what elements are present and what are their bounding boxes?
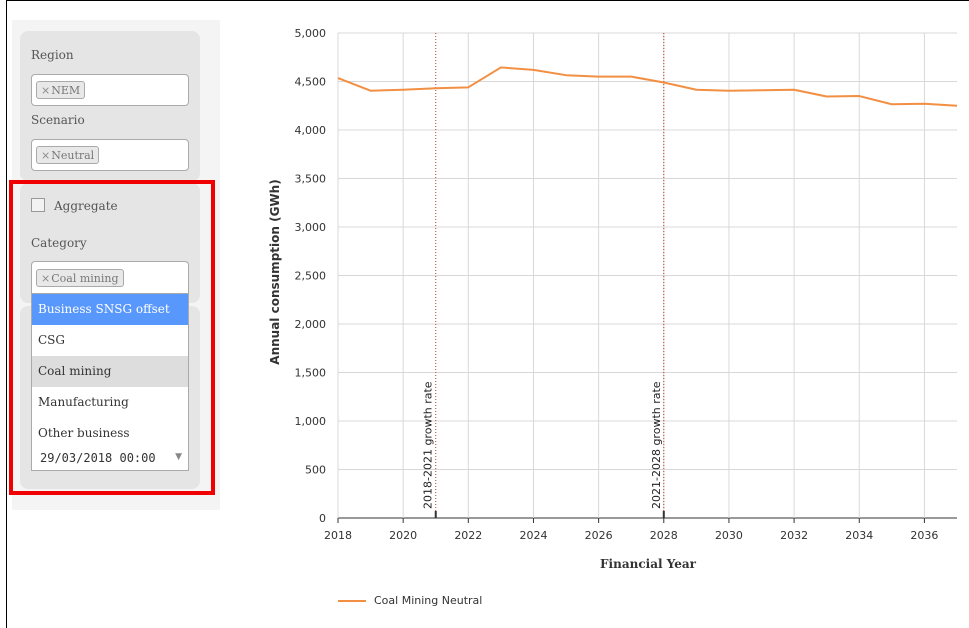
aggregate-checkbox[interactable] — [31, 198, 45, 212]
x-tick-label: 2020 — [389, 529, 417, 542]
y-tick-label: 1,000 — [295, 415, 327, 428]
category-tag[interactable]: ×Coal mining — [36, 269, 124, 287]
scenario-tag-label: Neutral — [51, 149, 95, 162]
dropdown-option-coal-mining[interactable]: Coal mining — [32, 356, 188, 387]
date-picker[interactable]: 29/03/2018 00:00 ▼ — [31, 449, 189, 471]
y-tick-label: 4,000 — [295, 124, 327, 137]
category-label: Category — [31, 236, 87, 250]
x-tick-label: 2034 — [845, 529, 873, 542]
y-tick-label: 1,500 — [295, 367, 327, 380]
remove-icon[interactable]: × — [41, 272, 51, 285]
x-tick-label: 2036 — [910, 529, 938, 542]
dropdown-option-other-business[interactable]: Other business — [38, 426, 130, 440]
x-axis-title: Financial Year — [600, 557, 697, 571]
y-axis-title: Annual consumption (GWh) — [268, 179, 282, 364]
dropdown-option-manufacturing[interactable]: Manufacturing — [38, 395, 129, 409]
y-tick-label: 4,500 — [295, 76, 327, 89]
y-tick-label: 2,500 — [295, 270, 327, 283]
dropdown-option-business-snsg-offset[interactable]: Business SNSG offset — [32, 294, 188, 325]
x-tick-label: 2030 — [715, 529, 743, 542]
plotline-label: 2018-2021 growth rate — [422, 381, 435, 509]
legend-item-coal-mining-neutral[interactable]: Coal Mining Neutral — [374, 594, 483, 607]
remove-icon[interactable]: × — [41, 149, 51, 162]
x-tick-label: 2018 — [324, 529, 352, 542]
scenario-label: Scenario — [31, 113, 85, 127]
legend-swatch[interactable] — [338, 600, 366, 602]
x-tick-label: 2028 — [650, 529, 678, 542]
window-top-border — [6, 0, 969, 1]
region-select[interactable]: ×NEM — [31, 74, 189, 106]
x-tick-label: 2032 — [780, 529, 808, 542]
region-label: Region — [31, 48, 74, 62]
chevron-down-icon[interactable]: ▼ — [175, 452, 182, 462]
y-tick-label: 500 — [305, 464, 326, 477]
window-left-border — [6, 0, 7, 628]
scenario-select[interactable]: ×Neutral — [31, 139, 189, 171]
y-tick-label: 2,000 — [295, 318, 327, 331]
series-line-coal-mining-neutral — [337, 66, 958, 107]
remove-icon[interactable]: × — [41, 84, 51, 97]
consumption-chart: 2018-2021 growth rate 2021-2028 growth ra… — [268, 27, 958, 571]
x-tick-label: 2026 — [585, 529, 613, 542]
date-value: 29/03/2018 00:00 — [40, 451, 156, 465]
y-tick-label: 3,000 — [295, 221, 327, 234]
x-tick-label: 2022 — [454, 529, 482, 542]
aggregate-label: Aggregate — [54, 199, 118, 213]
category-tag-label: Coal mining — [51, 272, 119, 285]
plotline-label: 2021-2028 growth rate — [650, 381, 663, 509]
annotation-highlight-box — [9, 180, 215, 495]
dropdown-option-csg[interactable]: CSG — [38, 333, 65, 347]
category-select[interactable]: ×Coal mining — [31, 261, 189, 294]
scenario-tag[interactable]: ×Neutral — [36, 146, 100, 164]
region-tag-label: NEM — [51, 84, 81, 97]
region-tag[interactable]: ×NEM — [36, 81, 86, 99]
category-dropdown: Business SNSG offset CSG Coal mining Man… — [31, 293, 189, 450]
x-tick-label: 2024 — [519, 529, 547, 542]
y-tick-label: 3,500 — [295, 173, 327, 186]
y-tick-label: 5,000 — [295, 27, 327, 40]
y-tick-label: 0 — [319, 512, 326, 525]
